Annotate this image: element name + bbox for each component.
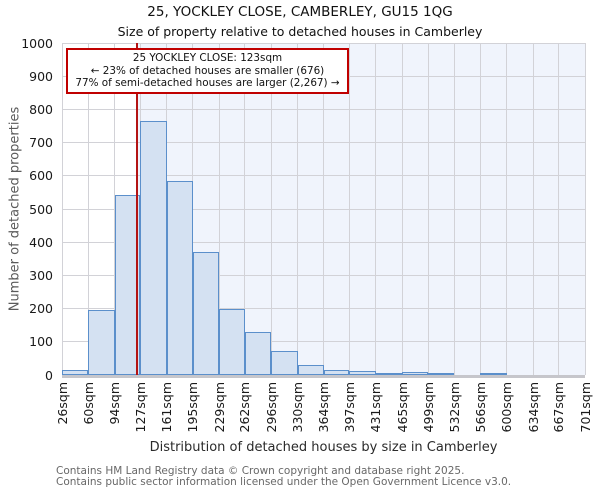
y-gridline — [62, 208, 585, 210]
histogram-bar — [140, 121, 167, 375]
histogram-bar — [219, 308, 245, 375]
y-tick-label: 700 — [29, 135, 53, 151]
histogram-bar — [480, 373, 507, 375]
x-tick-label: 431sqm — [368, 382, 384, 433]
x-tick-label: 161sqm — [159, 382, 175, 433]
x-tick-label: 195sqm — [185, 382, 201, 433]
y-tick-label: 1000 — [21, 35, 53, 51]
x-tick-label: 667sqm — [551, 382, 567, 433]
x-tick-label: 262sqm — [237, 382, 253, 433]
y-gridline — [62, 308, 585, 310]
x-tick-label: 532sqm — [446, 382, 462, 433]
y-gridline — [62, 175, 585, 177]
histogram-bar — [297, 365, 324, 375]
annotation-line-3: 77% of semi-detached houses are larger (… — [75, 77, 340, 90]
x-tick-label: 60sqm — [80, 382, 96, 425]
y-gridline — [62, 274, 585, 276]
histogram-bar — [244, 331, 272, 375]
x-tick-label: 499sqm — [420, 382, 436, 433]
y-gridline — [62, 241, 585, 243]
footer-copyright-line: Contains HM Land Registry data © Crown c… — [56, 465, 465, 477]
histogram-bar — [428, 373, 455, 375]
property-annotation-box: 25 YOCKLEY CLOSE: 123sqm ← 23% of detach… — [66, 48, 349, 94]
y-tick-label: 300 — [29, 267, 53, 283]
y-tick-label: 900 — [29, 68, 53, 84]
x-tick-label: 229sqm — [211, 382, 227, 433]
x-tick-label: 127sqm — [132, 382, 148, 433]
x-tick-label: 465sqm — [394, 382, 410, 433]
y-tick-label: 100 — [29, 334, 53, 350]
y-tick-label: 0 — [45, 367, 53, 383]
x-tick-label: 634sqm — [525, 382, 541, 433]
histogram-bar — [166, 180, 193, 375]
y-gridline — [62, 42, 585, 44]
annotation-line-2: ← 23% of detached houses are smaller (67… — [90, 64, 325, 77]
histogram-bar — [271, 350, 298, 375]
x-axis-title: Distribution of detached houses by size … — [149, 440, 498, 455]
x-gridline — [584, 43, 586, 375]
histogram-bar — [192, 252, 220, 375]
x-tick-label: 296sqm — [263, 382, 279, 433]
x-axis-line — [62, 375, 585, 378]
x-tick-label: 397sqm — [341, 382, 357, 433]
y-tick-label: 400 — [29, 234, 53, 250]
chart-subtitle: Size of property relative to detached ho… — [117, 24, 483, 39]
histogram-bar — [375, 373, 403, 375]
histogram-bar — [62, 370, 89, 375]
x-tick-label: 566sqm — [472, 382, 488, 433]
histogram-bar — [88, 309, 115, 375]
chart-title: 25, YOCKLEY CLOSE, CAMBERLEY, GU15 1QG — [147, 4, 453, 20]
x-tick-label: 26sqm — [54, 382, 70, 425]
histogram-bar — [114, 194, 141, 375]
annotation-line-1: 25 YOCKLEY CLOSE: 123sqm — [132, 52, 283, 65]
x-tick-label: 600sqm — [499, 382, 515, 433]
y-gridline — [62, 108, 585, 110]
y-tick-label: 600 — [29, 168, 53, 184]
x-tick-label: 94sqm — [107, 382, 123, 425]
y-gridline — [62, 341, 585, 343]
y-gridline — [62, 142, 585, 144]
x-tick-label: 701sqm — [577, 382, 593, 433]
x-tick-label: 330sqm — [290, 382, 306, 433]
x-tick-label: 364sqm — [316, 382, 332, 433]
histogram-bar — [323, 370, 350, 375]
histogram-bar — [349, 371, 376, 375]
y-tick-label: 200 — [29, 301, 53, 317]
property-size-marker-line — [136, 43, 139, 375]
histogram-bar — [402, 371, 429, 375]
y-tick-label: 800 — [29, 101, 53, 117]
footer-licence-line: Contains public sector information licen… — [56, 476, 512, 488]
y-tick-label: 500 — [29, 201, 53, 217]
